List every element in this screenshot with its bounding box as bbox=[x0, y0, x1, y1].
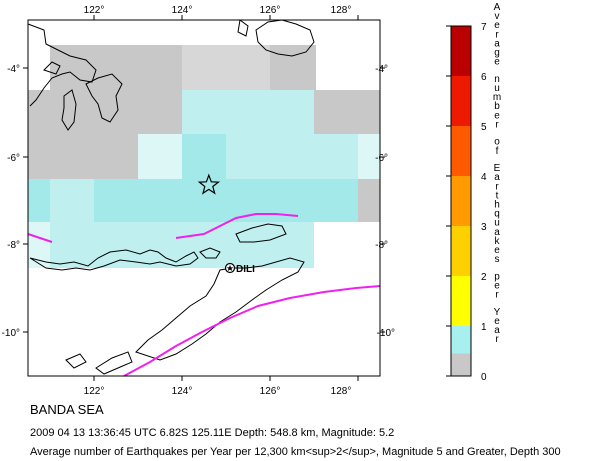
grid-cell bbox=[138, 45, 182, 90]
lat-label-right: -10° bbox=[377, 328, 395, 339]
grid-cell bbox=[270, 45, 316, 90]
colorbar-tick-label: 4 bbox=[481, 172, 487, 183]
colorbar-tick-label: 2 bbox=[481, 272, 487, 283]
colorbar-segments bbox=[451, 26, 471, 376]
grid-cell bbox=[358, 134, 380, 179]
region-title: BANDA SEA bbox=[30, 402, 104, 417]
lon-label-top: 128° bbox=[331, 5, 352, 16]
lat-label-left: -10° bbox=[2, 328, 20, 339]
grid-cell bbox=[50, 222, 94, 268]
colorbar-segment bbox=[451, 76, 471, 126]
grid-cell bbox=[358, 90, 380, 134]
coastlines bbox=[27, 19, 315, 375]
colorbar-segment bbox=[451, 276, 471, 326]
coastline-buton-east bbox=[85, 73, 123, 123]
lat-label-right: -6° bbox=[375, 153, 388, 164]
grid-cell bbox=[182, 45, 226, 90]
map-ticks bbox=[23, 15, 385, 381]
colorbar-tick-label: 5 bbox=[481, 122, 487, 133]
grid-cell bbox=[182, 222, 226, 268]
colorbar-segment bbox=[451, 353, 471, 376]
grid-cell bbox=[226, 222, 270, 268]
lat-label-right: -8° bbox=[375, 240, 388, 251]
grid-cell bbox=[226, 45, 270, 90]
grid-cell bbox=[28, 90, 94, 134]
grid-cell bbox=[270, 222, 314, 268]
grid-cell bbox=[138, 90, 182, 134]
lat-label-left: -4° bbox=[7, 64, 20, 75]
grid-cell bbox=[314, 179, 358, 222]
lat-label-left: -8° bbox=[7, 240, 20, 251]
grid-cell bbox=[94, 179, 138, 222]
colorbar-segment bbox=[451, 226, 471, 276]
plate-boundary bbox=[27, 233, 53, 243]
event-details: 2009 04 13 13:36:45 UTC 6.82S 125.11E De… bbox=[30, 427, 395, 439]
city-label-dili: DILI bbox=[236, 264, 255, 275]
grid-cell bbox=[50, 179, 94, 222]
grid-cell bbox=[138, 134, 182, 179]
coastline-islet bbox=[237, 19, 249, 37]
coastline-island bbox=[43, 61, 61, 75]
coastline-alor bbox=[199, 247, 221, 259]
plate-boundaries bbox=[27, 213, 381, 377]
grid-cell bbox=[314, 90, 358, 134]
grid-cell bbox=[358, 179, 380, 222]
grid-cell bbox=[50, 45, 94, 90]
coastline-buton bbox=[61, 89, 77, 131]
lon-label-bottom: 124° bbox=[172, 386, 193, 397]
colorbar-tick-label: 1 bbox=[481, 322, 487, 333]
colorbar-tick-label: 7 bbox=[481, 22, 487, 33]
lon-label-bottom: 126° bbox=[260, 386, 281, 397]
lon-label-bottom: 122° bbox=[84, 386, 105, 397]
lon-label-bottom: 128° bbox=[331, 386, 352, 397]
coastline-timor bbox=[135, 257, 305, 361]
grid-cell bbox=[270, 134, 314, 179]
grid-cell bbox=[28, 134, 94, 179]
lon-label-top: 126° bbox=[260, 5, 281, 16]
lat-label-right: -4° bbox=[375, 64, 388, 75]
seismicity-grid bbox=[28, 45, 380, 268]
star-icon bbox=[197, 173, 221, 195]
colorbar-segment bbox=[451, 126, 471, 176]
grid-cell bbox=[94, 134, 138, 179]
colorbar-segment bbox=[451, 26, 471, 76]
grid-cell bbox=[182, 134, 226, 179]
grid-cell bbox=[28, 222, 50, 268]
lat-label-left: -6° bbox=[7, 153, 20, 164]
colorbar-tick-label: 3 bbox=[481, 222, 487, 233]
grid-cell bbox=[182, 90, 226, 134]
grid-cell bbox=[226, 134, 270, 179]
lon-label-top: 122° bbox=[84, 5, 105, 16]
plate-boundary-trench bbox=[123, 285, 381, 377]
coastline-sawu bbox=[65, 353, 87, 369]
city-marker-dili: DILI bbox=[224, 262, 255, 275]
map-description: Average number of Earthquakes per Year p… bbox=[30, 446, 561, 458]
map-frame bbox=[27, 19, 381, 377]
grid-cell bbox=[94, 45, 138, 90]
colorbar-ticks: 0 1 2 3 4 5 6 7 bbox=[446, 22, 487, 383]
lon-label-top: 124° bbox=[172, 5, 193, 16]
coastline-sulawesi bbox=[27, 23, 97, 107]
grid-cell bbox=[94, 222, 138, 268]
grid-cell bbox=[28, 179, 50, 222]
colorbar-tick-label: 6 bbox=[481, 72, 487, 83]
colorbar-frame bbox=[450, 25, 472, 377]
colorbar-segment bbox=[451, 176, 471, 226]
coastline-flores bbox=[29, 249, 199, 271]
city-star-icon bbox=[226, 265, 234, 271]
grid-cell bbox=[138, 222, 182, 268]
coastline-roti bbox=[95, 351, 133, 375]
grid-cell bbox=[226, 90, 270, 134]
coastline-wetar bbox=[235, 223, 287, 243]
grid-cell bbox=[270, 90, 314, 134]
grid-cell bbox=[314, 134, 358, 179]
colorbar-tick-label: 0 bbox=[481, 372, 487, 383]
map-panel: DILI 122° 124° 126° 128° 122° 124° 126° … bbox=[2, 5, 395, 397]
grid-cell bbox=[138, 179, 182, 222]
plate-boundary bbox=[175, 213, 299, 239]
